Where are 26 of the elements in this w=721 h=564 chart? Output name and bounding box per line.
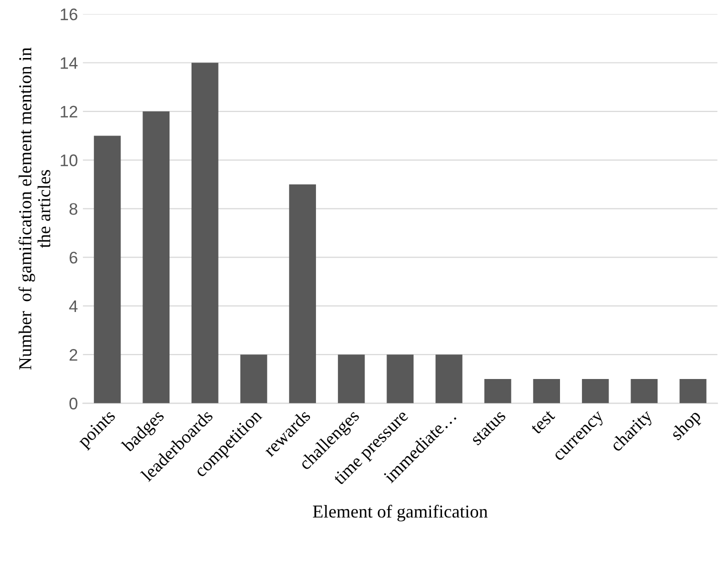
bar (630, 378, 658, 404)
y-axis-title: Number of gamification element mention in the articles (18, 48, 50, 370)
y-tick-label: 10 (60, 154, 78, 166)
bar (240, 354, 268, 404)
x-axis-title: Element of gamification (312, 504, 488, 522)
bar (436, 354, 462, 404)
bar (533, 378, 560, 404)
bar (94, 136, 121, 404)
y-tick-label: 16 (60, 8, 78, 20)
bar (484, 378, 512, 404)
bar (582, 378, 609, 404)
bar (680, 378, 706, 404)
y-tick-label: 6 (70, 252, 78, 264)
bar (338, 354, 365, 404)
y-tick-label: 12 (60, 106, 78, 118)
bar (192, 62, 218, 404)
y-tick-label: 2 (70, 349, 78, 361)
x-tick-label: test (530, 410, 556, 435)
bar (142, 111, 170, 404)
y-tick-label: 14 (60, 57, 78, 69)
y-tick-label: 8 (70, 203, 78, 215)
x-tick-label: shop (669, 408, 704, 444)
bar (289, 184, 316, 404)
y-tick-label: 0 (69, 398, 78, 410)
bar (386, 354, 414, 404)
y-tick-label: 4 (69, 300, 78, 312)
